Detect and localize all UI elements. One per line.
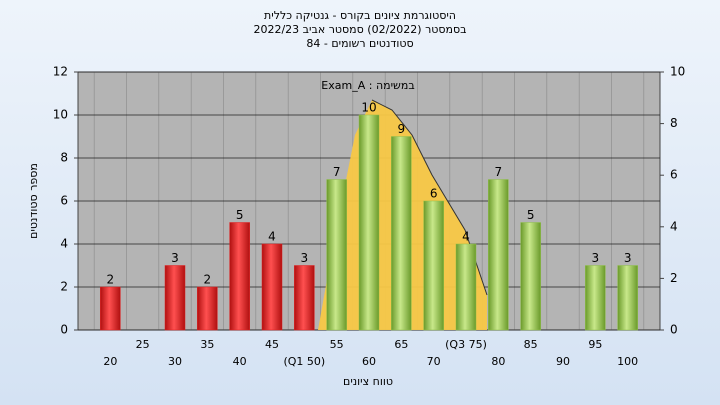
x-tick-label: 60 (362, 355, 376, 368)
y-tick-label: 10 (53, 108, 68, 122)
data-label: 7 (333, 165, 341, 179)
data-label: 9 (398, 122, 406, 136)
bar (617, 265, 638, 331)
y2-tick-label: 0 (670, 323, 678, 337)
chart-title: היסטוגרמת ציונים בקורס - גנטיקה כללית (264, 9, 456, 22)
y-tick-label: 2 (60, 280, 68, 294)
y-tick-label: 8 (60, 151, 68, 165)
x-tick-label: (Q1 50) (283, 355, 325, 368)
x-axis-label: טווח ציונים (343, 375, 393, 388)
bar (261, 243, 283, 331)
data-label: 3 (624, 251, 632, 265)
x-tick-label: 35 (200, 338, 214, 351)
x-tick-label: 20 (103, 355, 117, 368)
data-label: 4 (268, 230, 276, 244)
y2-tick-label: 10 (670, 65, 685, 79)
y-tick-label: 4 (60, 237, 68, 251)
data-label: 3 (171, 251, 179, 265)
data-label: 2 (204, 273, 212, 287)
data-label: 6 (430, 187, 438, 201)
data-label: 5 (527, 208, 535, 222)
y2-tick-label: 2 (670, 271, 678, 285)
bar (294, 265, 315, 331)
y2-tick-label: 6 (670, 168, 678, 182)
data-label: 10 (361, 101, 376, 115)
y2-tick-label: 8 (670, 116, 678, 130)
x-tick-label: 95 (588, 338, 602, 351)
bar (229, 222, 250, 331)
y-tick-label: 6 (60, 194, 68, 208)
data-label: 3 (301, 251, 309, 265)
data-label: 5 (236, 208, 244, 222)
x-tick-label: 80 (491, 355, 505, 368)
x-tick-label: 55 (330, 338, 344, 351)
x-tick-label: 100 (617, 355, 638, 368)
distribution-line (371, 99, 488, 296)
x-tick-label: 25 (136, 338, 150, 351)
bar (100, 286, 121, 331)
x-tick-label: 45 (265, 338, 279, 351)
y2-tick-label: 4 (670, 219, 678, 233)
data-label: 4 (462, 230, 470, 244)
y-tick-label: 0 (60, 323, 68, 337)
bar (423, 200, 444, 331)
annotation: Exam_A : במשימה (321, 79, 414, 92)
x-tick-label: 40 (233, 355, 247, 368)
bar (358, 114, 380, 331)
data-label: 2 (107, 273, 115, 287)
chart-subtitle: סטודנטים רשומים - 84 (306, 37, 413, 50)
x-tick-label: 85 (524, 338, 538, 351)
bar (488, 179, 509, 331)
bar (455, 243, 477, 331)
bar (585, 265, 606, 331)
y-axis-label: מספר סטודנטים (27, 163, 40, 239)
data-label: 3 (592, 251, 600, 265)
bar (164, 265, 186, 331)
x-tick-label: 65 (394, 338, 408, 351)
x-tick-label: 70 (427, 355, 441, 368)
bar (326, 179, 347, 331)
x-tick-label: 90 (556, 355, 570, 368)
y-tick-label: 12 (53, 65, 68, 79)
bar (391, 136, 412, 331)
chart-subtitle: בסמסטר (02/2022) סמסטר אביב 2022/23 (253, 23, 466, 36)
x-tick-label: (Q3 75) (445, 338, 487, 351)
data-label: 7 (495, 165, 503, 179)
x-tick-label: 30 (168, 355, 182, 368)
bar (197, 286, 218, 331)
bar (520, 222, 541, 331)
